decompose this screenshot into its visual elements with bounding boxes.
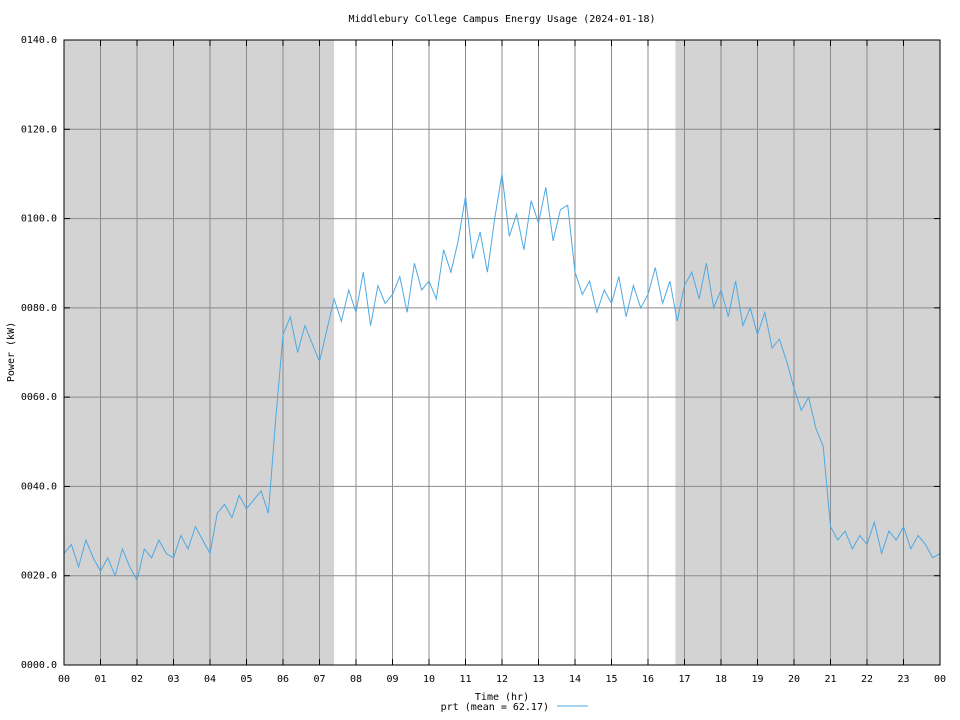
y-tick-label: 0100.0	[21, 214, 57, 225]
legend-label: prt (mean = 62.17)	[441, 702, 549, 713]
chart-title: Middlebury College Campus Energy Usage (…	[348, 14, 655, 25]
x-tick-label: 13	[532, 674, 544, 685]
x-tick-label: 12	[496, 674, 508, 685]
x-tick-label: 06	[277, 674, 289, 685]
x-tick-label: 19	[751, 674, 763, 685]
x-tick-label: 09	[386, 674, 398, 685]
x-tick-label: 17	[678, 674, 690, 685]
x-tick-label: 07	[313, 674, 325, 685]
y-axis-label: Power (kW)	[6, 322, 17, 382]
x-tick-label: 15	[605, 674, 617, 685]
x-tick-label: 20	[788, 674, 800, 685]
x-tick-label: 11	[459, 674, 471, 685]
x-tick-label: 08	[350, 674, 362, 685]
x-tick-label: 23	[897, 674, 909, 685]
x-tick-label: 22	[861, 674, 873, 685]
y-tick-label: 0080.0	[21, 303, 57, 314]
y-tick-label: 0020.0	[21, 571, 57, 582]
x-tick-label: 04	[204, 674, 216, 685]
x-tick-label: 01	[94, 674, 106, 685]
shaded-region	[675, 40, 940, 665]
x-tick-label: 00	[934, 674, 946, 685]
x-tick-label: 05	[240, 674, 252, 685]
x-tick-label: 02	[131, 674, 143, 685]
x-axis-label: Time (hr)	[475, 692, 529, 703]
y-tick-label: 0140.0	[21, 35, 57, 46]
x-tick-label: 14	[569, 674, 581, 685]
x-tick-label: 21	[824, 674, 836, 685]
x-tick-label: 10	[423, 674, 435, 685]
y-tick-label: 0120.0	[21, 124, 57, 135]
x-tick-label: 18	[715, 674, 727, 685]
y-tick-label: 0060.0	[21, 392, 57, 403]
x-tick-label: 00	[58, 674, 70, 685]
y-tick-label: 0040.0	[21, 481, 57, 492]
shaded-region	[64, 40, 335, 665]
x-tick-label: 16	[642, 674, 654, 685]
data-line	[63, 173, 941, 582]
x-tick-label: 03	[167, 674, 179, 685]
plot-frame	[63, 39, 941, 666]
y-tick-label: 0000.0	[21, 660, 57, 671]
